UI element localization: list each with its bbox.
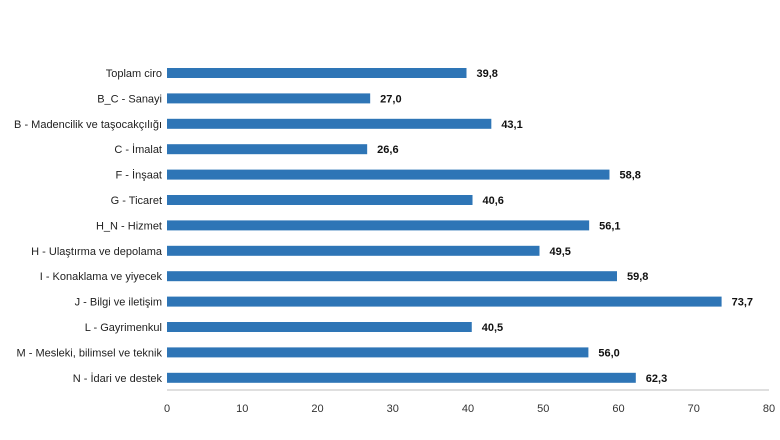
- category-label: C - İmalat: [114, 143, 162, 156]
- category-label: M - Mesleki, bilimsel ve teknik: [17, 347, 163, 359]
- category-labels: Toplam ciro B_C - Sanayi B - Madencilik ve…: [14, 68, 163, 385]
- value-label: 49,5: [549, 246, 570, 258]
- category-label: J - Bilgi ve iletişim: [75, 297, 162, 309]
- value-label: 27,0: [380, 93, 401, 105]
- x-tick-label: 40: [462, 403, 474, 415]
- x-tick-label: 20: [311, 403, 323, 415]
- category-label: H - Ulaştırma ve depolama: [31, 246, 163, 258]
- value-labels: 39,8 27,0 43,1 26,6 58,8 40,6 56,1 49,5 59,8 73,7…: [377, 68, 753, 385]
- category-label: B_C - Sanayi: [97, 93, 162, 105]
- bars: [167, 68, 722, 383]
- x-tick-label: 60: [612, 403, 624, 415]
- value-label: 26,6: [377, 144, 398, 156]
- category-label: H_N - Hizmet: [96, 220, 162, 232]
- value-label: 59,8: [627, 271, 648, 283]
- category-label: I - Konaklama ve yiyecek: [40, 271, 163, 283]
- bar: [167, 372, 636, 383]
- bar: [167, 93, 371, 104]
- x-tick-label: 0: [164, 403, 170, 415]
- category-label: Toplam ciro: [106, 68, 162, 80]
- value-label: 40,6: [483, 195, 504, 207]
- bar: [167, 245, 540, 256]
- bar: [167, 347, 589, 358]
- category-label: N - İdari ve destek: [73, 372, 163, 385]
- value-label: 43,1: [501, 119, 522, 131]
- value-label: 40,5: [482, 322, 503, 334]
- value-label: 56,1: [599, 220, 620, 232]
- x-axis-ticks: 0 10 20 30 40 50 60 70 80: [164, 403, 775, 415]
- bar: [167, 271, 617, 282]
- category-label: L - Gayrimenkul: [85, 322, 162, 334]
- value-label: 58,8: [619, 170, 640, 182]
- bar: [167, 169, 610, 180]
- bar: [167, 195, 473, 205]
- x-tick-label: 10: [236, 403, 248, 415]
- category-label: B - Madencilik ve taşocakçılığı: [14, 119, 162, 131]
- x-tick-label: 80: [763, 403, 775, 415]
- value-label: 62,3: [646, 373, 667, 385]
- category-label: G - Ticaret: [111, 195, 162, 207]
- bar: [167, 68, 467, 78]
- x-tick-label: 70: [688, 403, 700, 415]
- bar: [167, 118, 492, 129]
- bar: [167, 322, 472, 332]
- bar: [167, 296, 722, 307]
- bar: [167, 220, 590, 231]
- category-label: F - İnşaat: [116, 169, 162, 182]
- x-tick-label: 50: [537, 403, 549, 415]
- x-tick-label: 30: [387, 403, 399, 415]
- value-label: 56,0: [598, 347, 619, 359]
- bar: [167, 144, 368, 155]
- value-label: 73,7: [732, 297, 753, 309]
- value-label: 39,8: [476, 68, 497, 80]
